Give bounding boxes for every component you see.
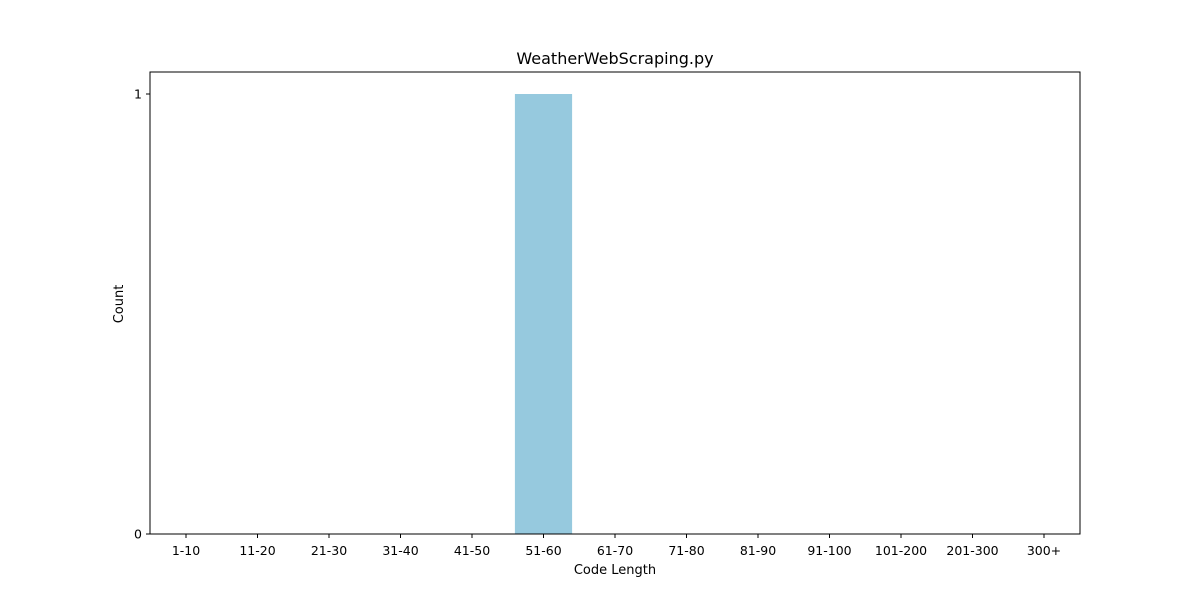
bar-51-60 [514, 94, 573, 534]
x-tick-label: 11-20 [239, 543, 275, 558]
x-tick-label: 71-80 [668, 543, 704, 558]
x-tick-label: 101-200 [875, 543, 927, 558]
bars-layer [514, 94, 573, 534]
x-tick-label: 1-10 [172, 543, 200, 558]
x-tick-label: 41-50 [454, 543, 490, 558]
x-axis-label: Code Length [574, 563, 656, 578]
y-tick-label: 1 [134, 87, 142, 102]
x-tick-label: 21-30 [311, 543, 347, 558]
plot-frame [149, 71, 1081, 535]
y-axis-label: Count [112, 285, 127, 324]
x-tick-label: 61-70 [597, 543, 633, 558]
x-tick-label: 201-300 [946, 543, 998, 558]
ticks-layer: 1-10 11-20 21-30 31-40 41-50 51-60 61-70 71-80 8… [134, 87, 1061, 559]
chart-title: WeatherWebScraping.py [516, 49, 713, 68]
x-tick-label: 31-40 [382, 543, 418, 558]
x-tick-label: 81-90 [740, 543, 776, 558]
x-tick-label: 51-60 [525, 543, 561, 558]
x-tick-label: 300+ [1027, 543, 1061, 558]
x-tick-label: 91-100 [807, 543, 851, 558]
y-tick-label: 0 [134, 527, 142, 542]
